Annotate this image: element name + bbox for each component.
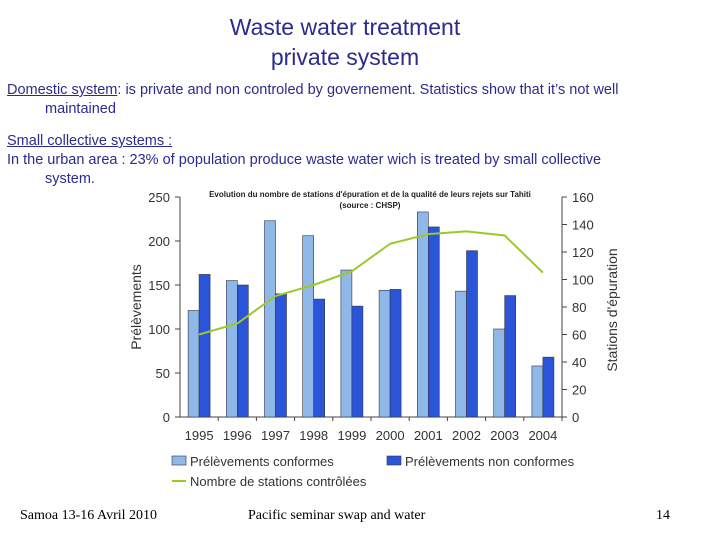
bar-conformes xyxy=(416,211,429,418)
footer-center: Pacific seminar swap and water xyxy=(248,508,426,523)
line-stations xyxy=(198,230,544,336)
bar-conformes xyxy=(302,235,315,418)
y2-tick-label: 160 xyxy=(572,190,594,205)
domestic-text-cont: maintained xyxy=(45,101,116,117)
x-tick-label: 1997 xyxy=(261,428,290,443)
y2-tick-label: 0 xyxy=(572,410,579,425)
small-collective-text: In the urban area : 23% of population pr… xyxy=(7,152,602,168)
bar-conformes xyxy=(264,220,276,418)
x-tick-label: 2002 xyxy=(452,428,481,443)
title-line: private system xyxy=(270,44,420,70)
footer-left: Samoa 13-16 Avril 2010 xyxy=(20,508,158,523)
bar-non-conformes xyxy=(466,250,478,418)
bar-non-conformes xyxy=(237,284,249,418)
bar-non-conformes xyxy=(275,293,287,418)
bar-conformes xyxy=(378,289,391,418)
bar-conformes xyxy=(455,290,467,418)
legend-label: Prélèvements non conformes xyxy=(405,454,575,469)
x-tick-label: 2003 xyxy=(490,428,519,443)
bar-conformes xyxy=(187,310,200,418)
y2-tick-label: 140 xyxy=(572,218,594,233)
y-tick-label: 0 xyxy=(163,410,170,425)
bar-non-conformes xyxy=(198,274,211,418)
x-tick-label: 2000 xyxy=(376,428,405,443)
small-collective-paragraph: Small collective systems : In the urban a… xyxy=(7,132,601,189)
bar-conformes xyxy=(340,269,353,418)
domestic-label: Domestic system xyxy=(7,82,118,98)
y2-tick-label: 80 xyxy=(572,300,586,315)
chart-subtitle: (source : CHSP) xyxy=(340,201,401,210)
title-line: Waste water treatment xyxy=(229,14,461,40)
small-collective-label: Small collective systems : xyxy=(7,133,173,149)
y-tick-label: 50 xyxy=(156,366,170,381)
x-tick-label: 2004 xyxy=(528,428,557,443)
domestic-paragraph: Domestic system: is private and non cont… xyxy=(7,81,618,119)
y-tick-label: 100 xyxy=(148,322,170,337)
bar-non-conformes xyxy=(313,298,326,418)
y-axis-label: Prélèvements xyxy=(128,264,144,350)
x-tick-label: 1998 xyxy=(299,428,328,443)
y-tick-label: 150 xyxy=(148,278,170,293)
y2-tick-label: 20 xyxy=(572,383,586,398)
bar-non-conformes xyxy=(389,289,402,418)
y-tick-label: 250 xyxy=(148,190,170,205)
x-tick-label: 1995 xyxy=(185,428,214,443)
y2-tick-label: 60 xyxy=(572,328,586,343)
y2-axis-label: Stations d'épuration xyxy=(604,248,620,371)
chart-title: Evolution du nombre de stations d'épurat… xyxy=(209,190,531,199)
y2-tick-label: 40 xyxy=(572,355,586,370)
legend-swatch xyxy=(171,455,187,466)
page-number: 14 xyxy=(656,508,670,523)
x-tick-label: 1999 xyxy=(337,428,366,443)
bar-non-conformes xyxy=(427,226,440,418)
y2-tick-label: 120 xyxy=(572,245,594,260)
bar-non-conformes xyxy=(504,295,517,418)
legend-label: Nombre de stations contrôlées xyxy=(190,474,367,489)
bar-non-conformes xyxy=(542,356,555,418)
domestic-text: : is private and non controled by govern… xyxy=(117,82,619,98)
x-tick-label: 2001 xyxy=(414,428,443,443)
bar-conformes xyxy=(226,280,238,418)
bar-conformes xyxy=(531,365,544,418)
slide-title: Waste water treatment private system xyxy=(0,12,690,72)
small-collective-text-cont: system. xyxy=(45,171,95,187)
bar-non-conformes xyxy=(351,305,364,418)
bar-conformes xyxy=(493,328,506,418)
legend-label: Prélèvements conformes xyxy=(190,454,334,469)
x-tick-label: 1996 xyxy=(223,428,252,443)
y-tick-label: 200 xyxy=(148,234,170,249)
legend-swatch xyxy=(386,455,402,466)
y2-tick-label: 100 xyxy=(572,273,594,288)
